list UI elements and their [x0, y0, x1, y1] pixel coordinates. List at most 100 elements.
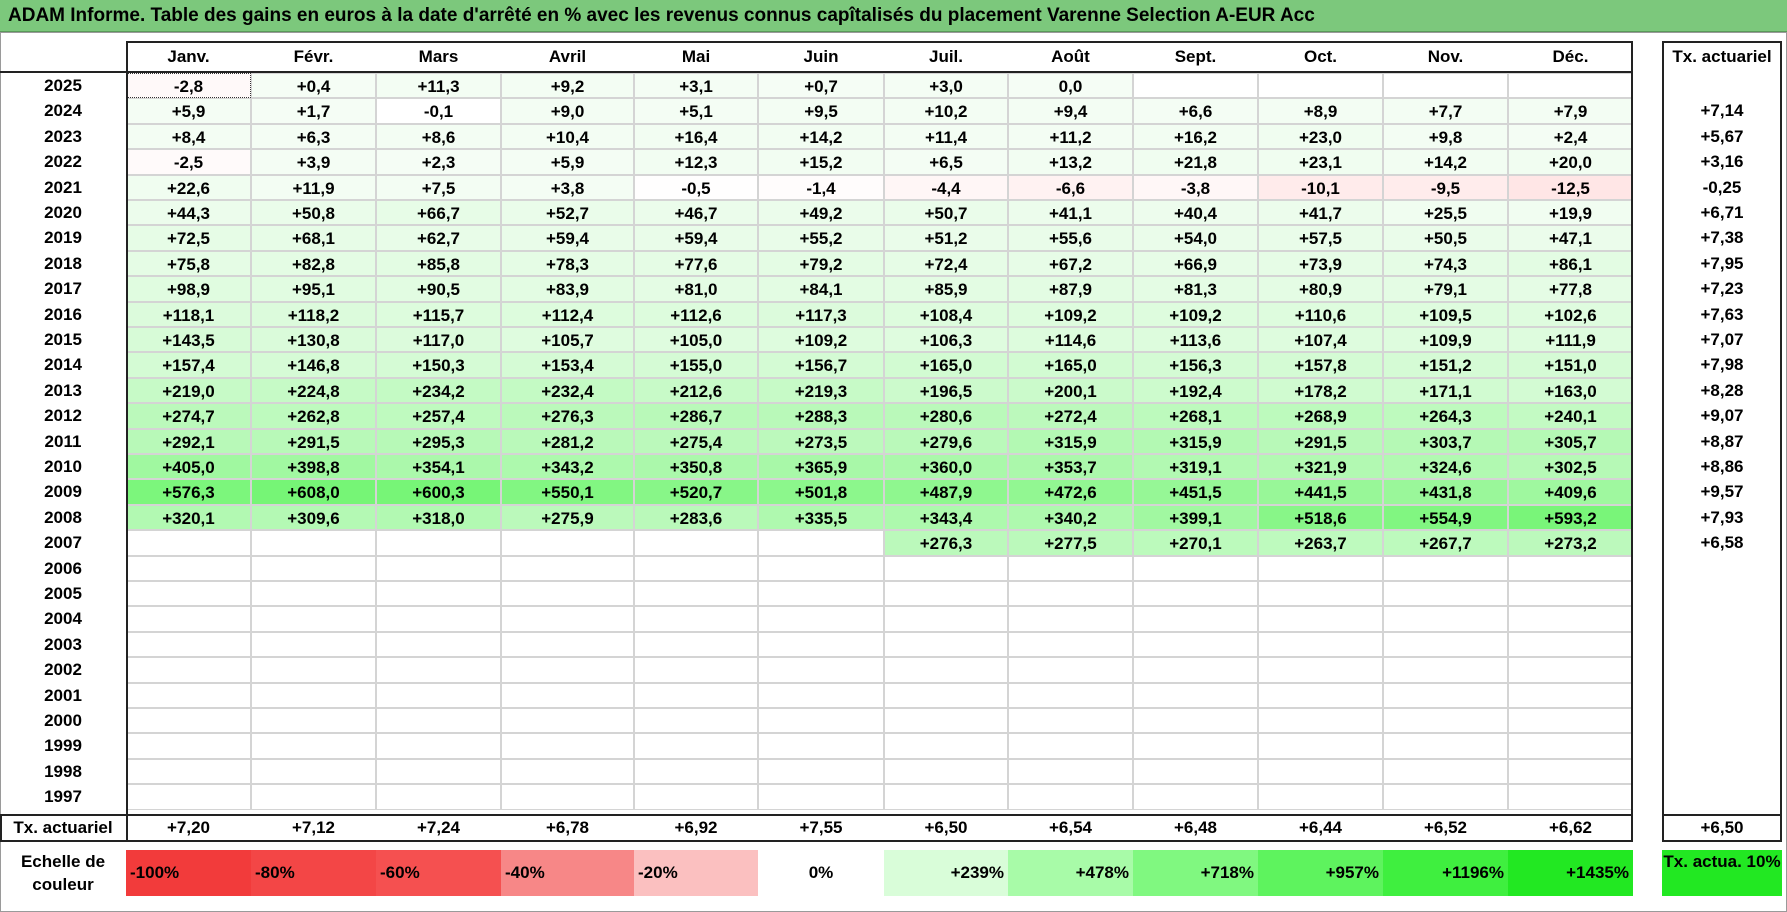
year-label: 2017 [44, 279, 82, 299]
gain-cell: +85,8 [376, 250, 501, 277]
gain-cell: +264,3 [1383, 403, 1508, 429]
gain-cell [251, 708, 376, 734]
gain-cell [758, 784, 884, 810]
gain-cell [1508, 631, 1633, 658]
gain-cell [126, 708, 251, 734]
gain-cell: +501,8 [758, 479, 884, 505]
gain-cell [501, 581, 634, 607]
gain-cell [634, 758, 758, 785]
gain-cell [1133, 708, 1258, 734]
gain-cell [1008, 581, 1133, 607]
gain-cell: +117,0 [376, 327, 501, 353]
gain-cell: +321,9 [1258, 454, 1383, 480]
gain-cell: +8,6 [376, 123, 501, 150]
gain-cell [1258, 784, 1383, 810]
gain-cell [1008, 758, 1133, 785]
tx-actuariel-cell: +5,67 [1700, 126, 1744, 146]
gain-cell [376, 581, 501, 607]
gain-cell: +113,6 [1133, 327, 1258, 353]
gain-cell: -1,4 [758, 174, 884, 200]
gain-cell: +72,4 [884, 250, 1008, 277]
gain-cell: +262,8 [251, 403, 376, 429]
color-scale-swatch: +239% [884, 850, 1008, 896]
month-header: Avril [548, 47, 587, 66]
gain-cell [251, 581, 376, 607]
gain-cell [884, 708, 1008, 734]
gain-cell: +3,0 [884, 73, 1008, 99]
gain-cell: +72,5 [126, 225, 251, 251]
gain-cell: +257,4 [376, 403, 501, 429]
gain-cell: -2,5 [126, 149, 251, 175]
gain-cell [1133, 682, 1258, 708]
gain-cell [884, 758, 1008, 785]
gain-cell [501, 555, 634, 581]
gain-cell [251, 784, 376, 810]
gain-cell: +77,8 [1508, 276, 1633, 302]
color-scale-swatch: +957% [1258, 850, 1383, 896]
gain-cell [251, 631, 376, 658]
tx-actuariel-cell: +8,87 [1700, 431, 1744, 451]
gain-cell: +10,2 [884, 98, 1008, 124]
gain-cell: +51,2 [884, 225, 1008, 251]
gain-cell: +399,1 [1133, 504, 1258, 531]
year-label: 2022 [44, 152, 82, 172]
gain-cell: +155,0 [634, 352, 758, 378]
gain-cell: +1,7 [251, 98, 376, 124]
gain-cell: +153,4 [501, 352, 634, 378]
gain-cell: +59,4 [634, 225, 758, 251]
gain-cell [758, 631, 884, 658]
gain-cell: +73,9 [1258, 250, 1383, 277]
gain-cell [884, 784, 1008, 810]
gain-cell: +79,2 [758, 250, 884, 277]
gain-cell [251, 606, 376, 632]
gain-cell [501, 530, 634, 556]
gain-cell [1383, 73, 1508, 99]
gain-cell: +354,1 [376, 454, 501, 480]
gain-cell: +487,9 [884, 479, 1008, 505]
gain-cell: +303,7 [1383, 428, 1508, 454]
footer-tx-cell: +7,55 [799, 817, 843, 837]
gain-cell [1258, 657, 1383, 683]
gain-cell [884, 581, 1008, 607]
gain-cell [251, 657, 376, 683]
month-header: Juin [803, 47, 839, 66]
gain-cell: +5,9 [501, 149, 634, 175]
report-title: ADAM Informe. Table des gains en euros à… [0, 0, 1787, 32]
month-header: Mai [681, 47, 711, 66]
gain-cell: +291,5 [251, 428, 376, 454]
gain-cell: +112,4 [501, 301, 634, 327]
gain-cell [884, 657, 1008, 683]
gain-cell [1508, 581, 1633, 607]
gain-cell: -12,5 [1508, 174, 1633, 200]
gain-cell [884, 631, 1008, 658]
gain-cell: +5,9 [126, 98, 251, 124]
gain-cell: -0,1 [376, 98, 501, 124]
year-label: 2008 [44, 507, 82, 527]
gain-cell: +156,3 [1133, 352, 1258, 378]
tx-actuariel-cell [1662, 73, 1782, 98]
gain-cell [501, 682, 634, 708]
gain-cell: +47,1 [1508, 225, 1633, 251]
gain-cell [1508, 758, 1633, 785]
gain-cell: +109,2 [1133, 301, 1258, 327]
tx-actuariel-cell [1662, 581, 1782, 606]
gain-cell [634, 581, 758, 607]
year-label: 2006 [44, 558, 82, 578]
year-label: 2010 [44, 457, 82, 476]
gain-cell: +7,5 [376, 174, 501, 200]
tx-actuariel-cell: +7,98 [1700, 355, 1744, 375]
year-label: 2011 [44, 431, 82, 451]
gain-cell: +78,3 [501, 250, 634, 277]
gain-cell: +41,7 [1258, 200, 1383, 226]
gain-cell [634, 708, 758, 734]
gain-cell: +109,2 [1008, 301, 1133, 327]
tx-actuariel-cell: +7,14 [1700, 101, 1744, 121]
gain-cell [1008, 682, 1133, 708]
footer-tx-cell: +7,20 [166, 817, 210, 837]
gain-cell: +46,7 [634, 200, 758, 226]
gain-cell: +472,6 [1008, 479, 1133, 505]
year-label: 2015 [44, 330, 82, 349]
gain-cell: +82,8 [251, 250, 376, 277]
gain-cell: +398,8 [251, 454, 376, 480]
gain-cell [758, 555, 884, 581]
